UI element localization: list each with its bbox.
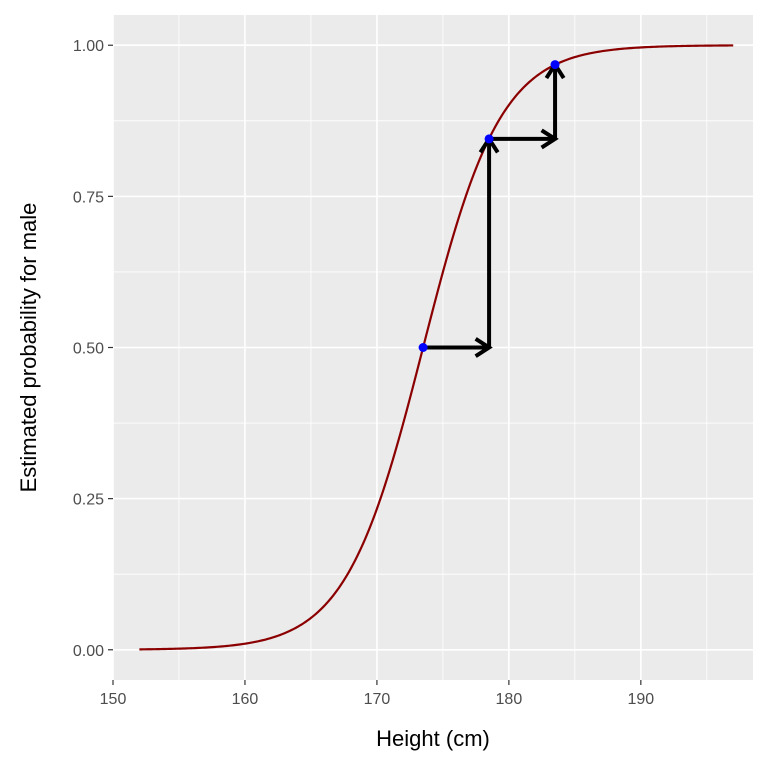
curve-layer <box>139 44 734 651</box>
x-tick-label: 160 <box>232 691 259 708</box>
x-axis: 150 160 170 180 190 <box>100 680 654 708</box>
x-axis-title: Height (cm) <box>376 726 490 751</box>
data-point <box>418 343 428 352</box>
y-tick-label: 1.00 <box>73 38 104 55</box>
data-point <box>550 60 560 70</box>
x-tick-label: 180 <box>496 691 523 708</box>
logistic-curve <box>139 44 734 651</box>
y-tick-label: 0.75 <box>73 189 104 206</box>
y-axis-title: Estimated probability for male <box>16 203 41 493</box>
x-tick-label: 150 <box>100 691 127 708</box>
data-point <box>484 134 494 144</box>
y-tick-label: 0.25 <box>73 492 104 509</box>
y-axis: 0.00 0.25 0.50 0.75 1.00 <box>73 38 113 660</box>
x-tick-label: 170 <box>364 691 391 708</box>
x-tick-label: 190 <box>627 691 654 708</box>
y-tick-label: 0.00 <box>73 643 104 660</box>
point-layer <box>418 60 560 352</box>
y-tick-label: 0.50 <box>73 341 104 358</box>
